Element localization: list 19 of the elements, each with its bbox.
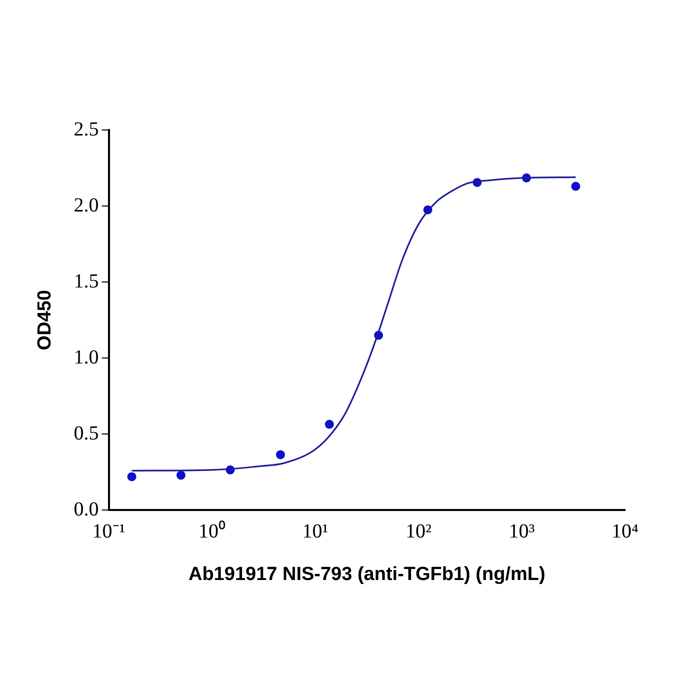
x-tick-label: 10⁰ [198,519,226,542]
point [324,420,334,429]
x-tick-label: 10¹ [302,520,328,542]
y-axis-title: OD450 [34,290,56,350]
point [176,470,186,480]
x-tick-label: 10³ [508,520,535,542]
x-tick-label: 10⁻¹ [92,520,126,542]
x-tick-label: 10² [406,520,432,542]
y-tick-label: 1.0 [74,346,99,368]
y-tick-label: 1.5 [74,270,99,292]
y-tick-label: 2.5 [74,118,99,140]
x-axis-title: Ab191917 NIS-793 (anti-TGFb1) (ng/mL) [188,564,546,585]
y-tick-label: 0.5 [74,422,99,444]
y-tick-label: 0.0 [74,498,99,520]
y-tick-label: 2.0 [74,194,99,216]
point [127,472,136,482]
point [571,182,580,191]
x-tick-label: 10⁴ [612,520,639,542]
point [276,450,285,460]
